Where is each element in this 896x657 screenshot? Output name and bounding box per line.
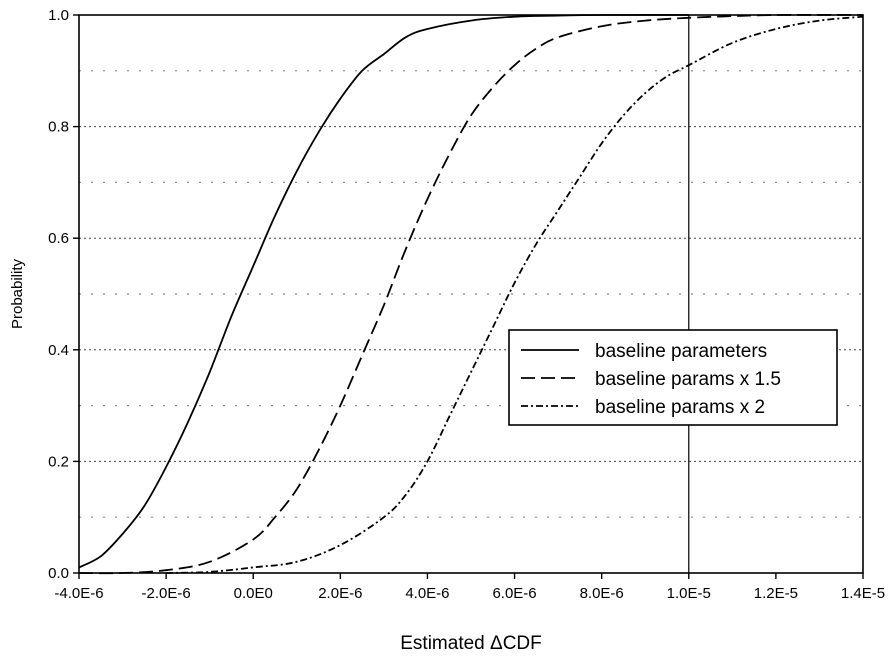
series-lines [78, 14, 864, 575]
x-tick-label: 1.0E-5 [667, 585, 711, 602]
x-tick-label: -4.0E-6 [54, 585, 103, 602]
legend-label: baseline parameters [595, 341, 767, 362]
legend: baseline parameters baseline params x 1.5… [508, 329, 838, 426]
series-line-2 [78, 14, 864, 575]
grid-lines [79, 70, 863, 518]
series-line-1 [78, 14, 689, 569]
plot-area-frame [78, 14, 864, 574]
y-tick-label: 0.8 [48, 119, 69, 136]
y-axis-ticks: 0.0 0.2 0.4 0.6 0.8 1.0 [48, 7, 79, 582]
y-axis-title: Probability [9, 258, 26, 329]
x-tick-label: 2.0E-6 [318, 585, 362, 602]
x-axis-title: Estimated ΔCDF [400, 633, 542, 654]
x-axis-ticks: -4.0E-6 -2.0E-6 0.0E0 2.0E-6 4.0E-6 6.0E-6 8.0… [54, 573, 885, 602]
legend-label: baseline params x 2 [595, 397, 765, 418]
y-tick-label: 0.0 [48, 565, 69, 582]
x-tick-label: -2.0E-6 [142, 585, 191, 602]
x-tick-label: 1.4E-5 [841, 585, 885, 602]
x-tick-label: 8.0E-6 [580, 585, 624, 602]
y-tick-label: 0.2 [48, 453, 69, 470]
x-tick-label: 6.0E-6 [492, 585, 536, 602]
series-line-3 [166, 15, 864, 574]
x-tick-label: 4.0E-6 [405, 585, 449, 602]
x-tick-label: 0.0E0 [234, 585, 273, 602]
y-tick-label: 1.0 [48, 7, 69, 24]
y-tick-label: 0.6 [48, 230, 69, 247]
x-tick-label: 1.2E-5 [754, 585, 798, 602]
legend-label: baseline params x 1.5 [595, 369, 781, 390]
y-tick-label: 0.4 [48, 342, 69, 359]
